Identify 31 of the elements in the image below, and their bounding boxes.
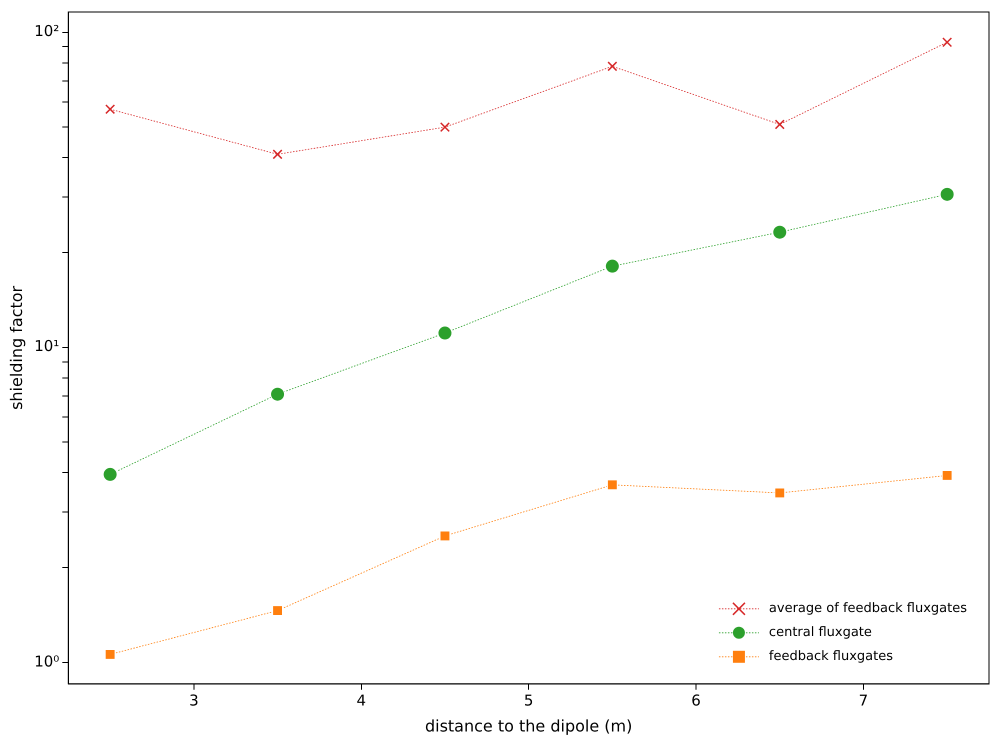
y-tick-label: 10¹ [34,337,60,356]
point [607,61,618,72]
legend-label: average of feedback fluxgates [768,601,968,616]
point [272,149,283,160]
x-tick-label: 4 [356,692,366,710]
point [440,530,450,542]
point [942,470,953,481]
x-tick-label: 5 [524,692,534,710]
y-axis-title: shielding factor [6,285,26,410]
point [437,326,452,341]
point [606,479,618,490]
point [942,37,952,48]
point [102,466,118,482]
x-axis-title: distance to the dipole (m) [424,716,632,736]
point [940,186,955,202]
point [774,487,786,498]
point [772,224,788,240]
y-tick-label: 10² [34,22,60,40]
x-tick-label: 6 [691,692,701,710]
point [774,119,785,130]
point [440,122,450,132]
y-tick-label: 10⁰ [34,652,60,670]
point [272,605,283,616]
point [270,386,286,402]
point [604,258,620,274]
x-tick-label: 3 [189,692,199,710]
legend-label: feedback fluxgates [768,649,894,664]
x-tick-label: 7 [858,692,868,710]
point [105,104,116,114]
point [104,648,116,660]
legend-label: central fluxgate [768,625,872,640]
